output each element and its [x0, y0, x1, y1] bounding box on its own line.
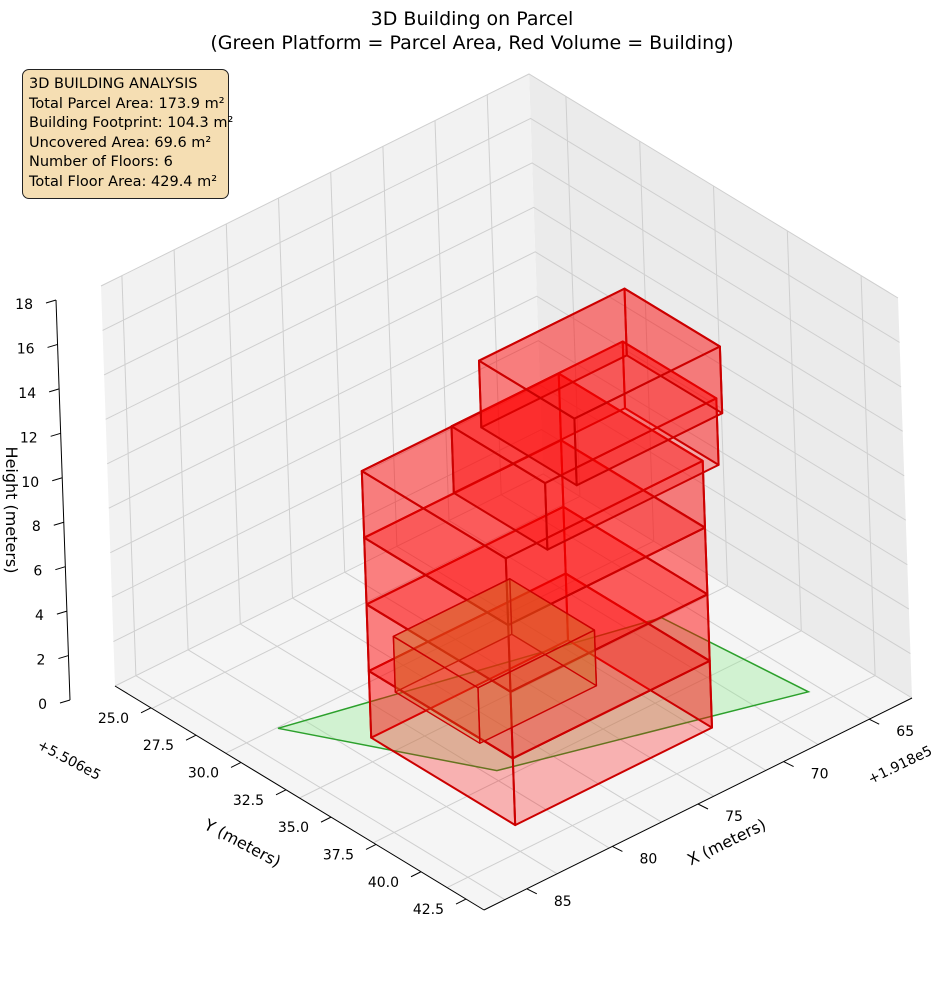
y-tick-mark [320, 816, 332, 823]
info-line-uncovered: Uncovered Area: 69.6 m² [29, 134, 212, 151]
building-floor [450, 340, 720, 551]
parcel-layer [277, 616, 811, 772]
y-tick-mark [230, 762, 242, 768]
parcel-platform [277, 616, 811, 772]
y-tick-label: 37.5 [323, 847, 354, 863]
y-tick-label: 35.0 [278, 820, 309, 836]
grid-line-z [110, 340, 908, 566]
x-tick-label: 70 [811, 767, 829, 783]
info-line-floor-area: Total Floor Area: 429.4 m² [29, 173, 218, 190]
y-tick-label: 42.5 [413, 902, 444, 918]
grid-lines [100, 73, 913, 901]
building-layer [360, 287, 724, 827]
info-line-parcel-area: Total Parcel Area: 173.9 m² [29, 95, 225, 112]
x-offset-label: +1.918e5 [866, 743, 935, 788]
building-floor [367, 572, 713, 827]
y-tick-label: 40.0 [368, 875, 399, 891]
z-tick-label: 0 [38, 697, 47, 713]
z-tick-label: 8 [32, 519, 41, 535]
info-line-footprint: Building Footprint: 104.3 m² [29, 115, 234, 132]
y-axis-label: Y (meters) [200, 815, 284, 872]
y-tick-label: 32.5 [233, 793, 264, 809]
z-tick-mark [45, 299, 57, 304]
grid-line-z [113, 429, 911, 655]
x-tick-label: 85 [554, 894, 572, 910]
axes: 657075808525.027.530.032.535.037.540.042… [15, 297, 914, 918]
floor-top [478, 287, 721, 420]
x-tick-mark [783, 761, 794, 768]
floor-top [392, 578, 596, 689]
y-tick-label: 27.5 [143, 738, 174, 754]
x-tick-label: 75 [725, 809, 743, 825]
y-tick-mark [140, 707, 152, 714]
y-tick-mark [275, 789, 287, 796]
y-tick-label: 25.0 [98, 711, 129, 727]
y-tick-mark [365, 843, 377, 850]
y-tick-mark [185, 734, 197, 741]
z-tick-mark [50, 432, 61, 437]
side-pane [101, 74, 543, 686]
z-tick-label: 4 [35, 608, 44, 624]
grid-line-z [108, 295, 907, 521]
z-tick-mark [55, 566, 66, 571]
building-floor [478, 287, 724, 487]
grid-line-z [105, 206, 903, 432]
y-tick-mark [410, 871, 422, 878]
grid-line-z [111, 384, 910, 610]
y-tick-mark [455, 898, 467, 905]
grid-line-z [100, 73, 899, 299]
z-tick-label: 12 [20, 430, 38, 446]
x-tick-mark [526, 888, 538, 895]
z-tick-mark [59, 699, 71, 704]
z-tick-mark [48, 388, 60, 393]
grid-line-z [103, 162, 902, 388]
floor-top [360, 372, 704, 560]
grid-line-z [106, 251, 905, 477]
z-tick-mark [52, 477, 63, 482]
z-tick-mark [58, 655, 69, 660]
z-tick-label: 14 [18, 386, 36, 402]
y-tick-label: 30.0 [188, 765, 219, 781]
z-axis-line [55, 299, 71, 701]
y-offset-label: +5.506e5 [35, 737, 104, 784]
x-tick-mark [612, 845, 623, 852]
x-tick-mark [697, 803, 709, 810]
analysis-info-box: 3D BUILDING ANALYSIS Total Parcel Area: … [22, 69, 234, 199]
x-tick-label: 80 [639, 851, 657, 867]
x-tick-mark [868, 718, 880, 725]
z-tick-label: 6 [33, 564, 42, 580]
z-tick-label: 16 [17, 341, 35, 357]
floor-top [450, 340, 718, 485]
z-tick-mark [53, 521, 64, 526]
z-axis-label: Height (meters) [2, 447, 21, 574]
info-line-floors: Number of Floors: 6 [29, 154, 173, 171]
building-floor [392, 578, 598, 744]
y-axis-line [114, 685, 485, 911]
grid-line-z [114, 473, 913, 699]
grid-line-z [102, 117, 900, 343]
x-tick-label: 65 [896, 724, 914, 740]
z-tick-label: 18 [15, 297, 33, 313]
chart-title: 3D Building on Parcel [371, 8, 574, 30]
chart-subtitle: (Green Platform = Parcel Area, Red Volum… [210, 32, 733, 54]
z-tick-mark [56, 610, 68, 615]
z-tick-mark [47, 343, 58, 348]
z-tick-label: 2 [37, 653, 46, 669]
z-tick-label: 10 [21, 475, 39, 491]
info-line-heading: 3D BUILDING ANALYSIS [29, 76, 198, 92]
